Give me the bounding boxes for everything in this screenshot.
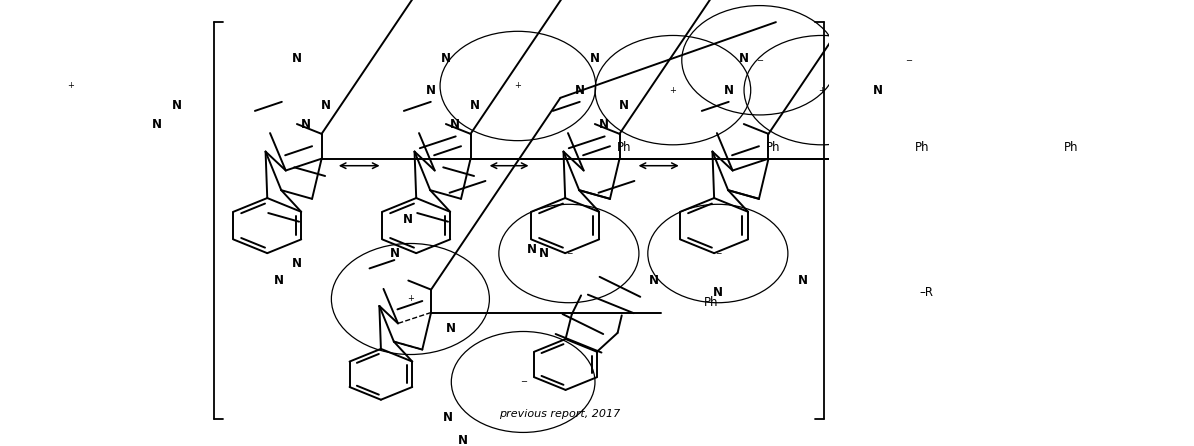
Text: N: N	[404, 214, 413, 227]
Text: N: N	[293, 52, 302, 65]
Text: N: N	[469, 99, 480, 112]
Text: N: N	[425, 84, 436, 97]
Text: N: N	[739, 52, 749, 65]
Text: N: N	[441, 52, 451, 65]
Text: N: N	[713, 286, 724, 299]
Text: −: −	[905, 56, 912, 65]
Text: +: +	[407, 294, 414, 303]
Text: N: N	[574, 84, 585, 97]
Text: N: N	[648, 274, 659, 287]
Text: −: −	[519, 377, 527, 387]
Text: +: +	[670, 86, 676, 95]
Text: N: N	[598, 118, 609, 131]
Text: N: N	[618, 99, 628, 112]
Text: N: N	[527, 243, 536, 256]
Text: Ph: Ph	[617, 141, 632, 154]
Text: Ph: Ph	[767, 141, 781, 154]
Text: N: N	[172, 99, 181, 112]
Text: N: N	[538, 247, 549, 260]
Text: +: +	[515, 82, 522, 91]
Text: +: +	[818, 86, 825, 95]
Text: N: N	[390, 247, 400, 260]
Text: +: +	[68, 82, 74, 91]
Text: N: N	[293, 257, 302, 270]
Text: N: N	[458, 434, 468, 446]
Text: N: N	[301, 118, 310, 131]
Text: N: N	[273, 274, 284, 287]
Text: −: −	[715, 249, 721, 258]
Text: Ph: Ph	[916, 141, 930, 154]
Text: N: N	[449, 118, 460, 131]
Text: −: −	[566, 249, 572, 258]
Text: N: N	[321, 99, 331, 112]
Text: N: N	[445, 322, 456, 335]
Text: Ph: Ph	[1064, 141, 1078, 154]
Text: N: N	[724, 84, 733, 97]
Text: N: N	[443, 411, 453, 424]
Text: N: N	[873, 84, 882, 97]
Text: −: −	[756, 56, 763, 65]
Text: –R: –R	[919, 286, 934, 299]
Text: N: N	[798, 274, 808, 287]
Text: previous report, 2017: previous report, 2017	[499, 409, 620, 419]
Text: Ph: Ph	[704, 296, 719, 309]
Text: N: N	[590, 52, 599, 65]
Text: N: N	[152, 118, 161, 131]
